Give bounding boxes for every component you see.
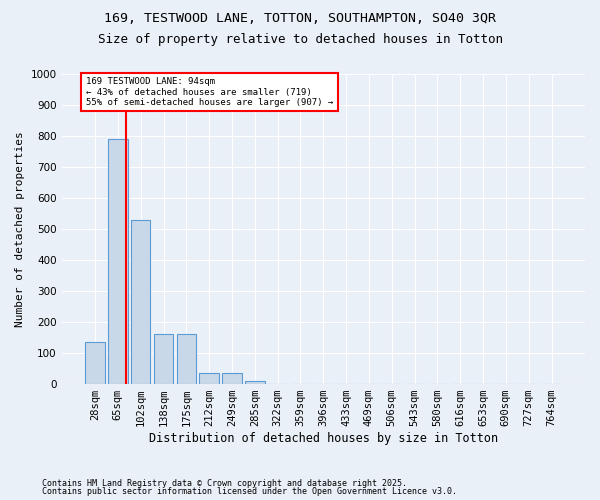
Bar [222,373,242,384]
Text: 169, TESTWOOD LANE, TOTTON, SOUTHAMPTON, SO40 3QR: 169, TESTWOOD LANE, TOTTON, SOUTHAMPTON,… [104,12,496,26]
Bar [108,139,128,384]
Bar [154,334,173,384]
X-axis label: Distribution of detached houses by size in Totton: Distribution of detached houses by size … [149,432,498,445]
Y-axis label: Number of detached properties: Number of detached properties [15,131,25,327]
Bar [85,342,105,384]
Bar [131,220,151,384]
Bar [245,381,265,384]
Text: Contains public sector information licensed under the Open Government Licence v3: Contains public sector information licen… [42,487,457,496]
Bar [176,334,196,384]
Text: 169 TESTWOOD LANE: 94sqm
← 43% of detached houses are smaller (719)
55% of semi-: 169 TESTWOOD LANE: 94sqm ← 43% of detach… [86,77,333,107]
Text: Size of property relative to detached houses in Totton: Size of property relative to detached ho… [97,32,503,46]
Text: Contains HM Land Registry data © Crown copyright and database right 2025.: Contains HM Land Registry data © Crown c… [42,478,407,488]
Bar [199,373,219,384]
